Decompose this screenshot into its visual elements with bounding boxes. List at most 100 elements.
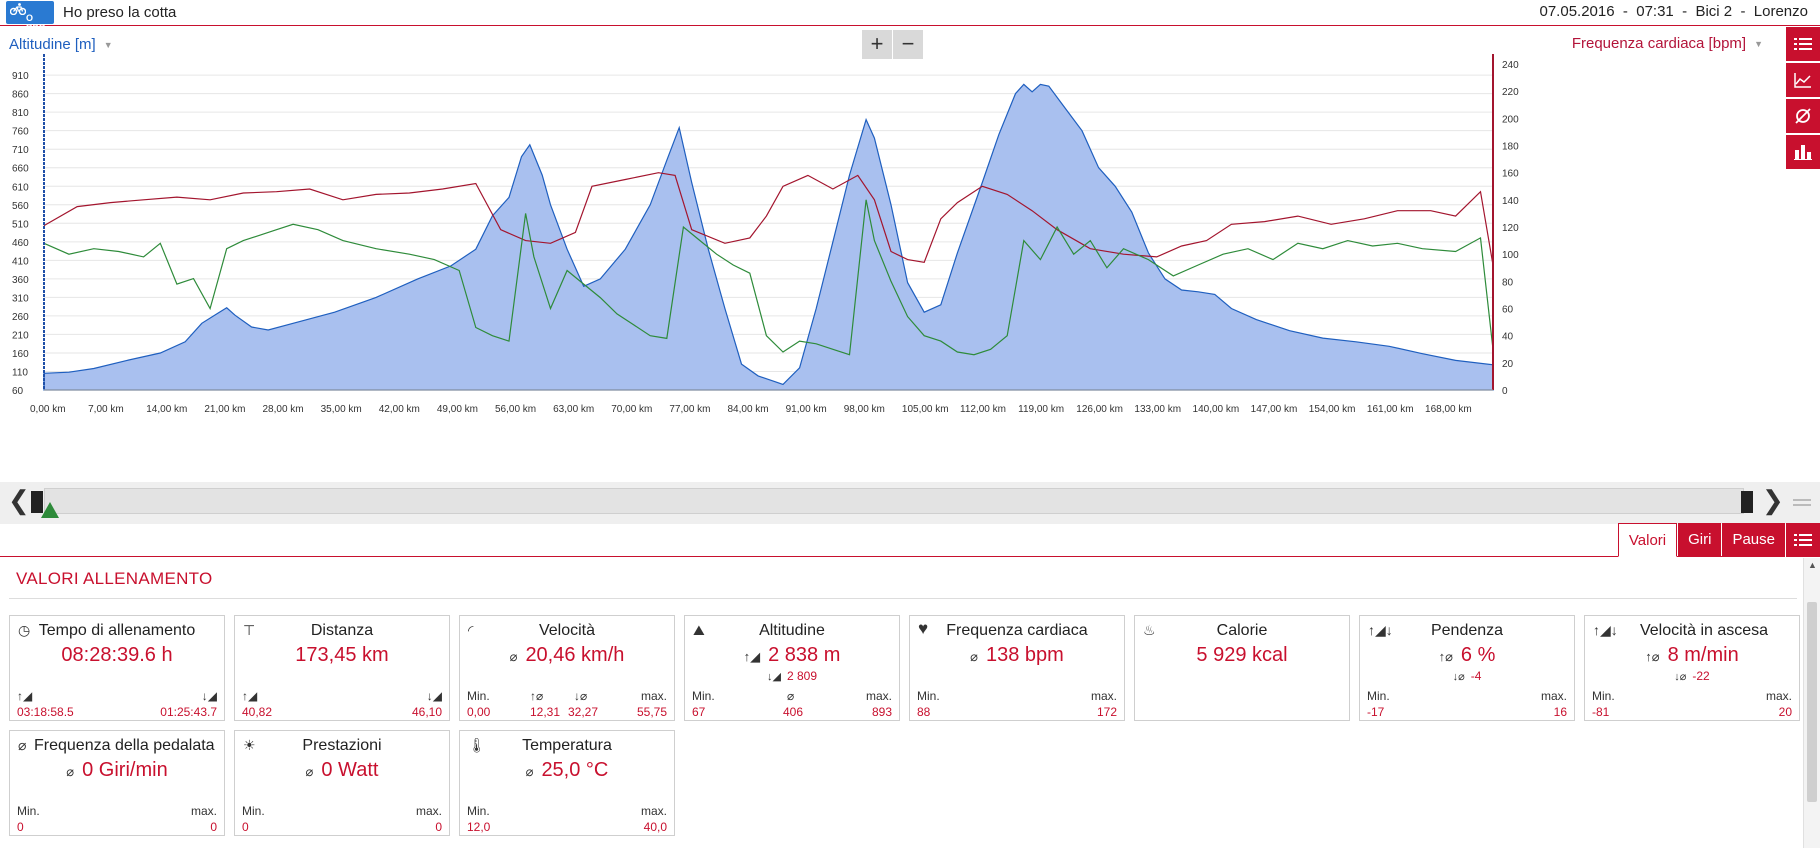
x-axis-tick-label: 147,00 km — [1251, 404, 1298, 415]
downhill-avg-vertical-speed: -22 — [1692, 669, 1710, 683]
card-sub-value: ↓⌀ -22 — [1585, 669, 1799, 683]
average-button[interactable] — [1786, 99, 1820, 134]
speed-series — [43, 199, 1494, 356]
left-axis-selector[interactable]: Altitudine [m] ▼ — [9, 36, 113, 53]
max-label: max. — [865, 689, 892, 703]
right-axis-tick-label: 60 — [1502, 305, 1514, 316]
right-axis-tick-label: 20 — [1502, 359, 1514, 370]
x-axis-tick-label: 63,00 km — [553, 404, 594, 415]
x-axis-tick-label: 140,00 km — [1193, 404, 1240, 415]
range-end-handle[interactable] — [1741, 491, 1753, 513]
tabs-divider — [0, 556, 1785, 557]
average-power: 0 Watt — [321, 759, 379, 781]
heart-rate-series — [43, 172, 1494, 266]
card-velocita: ◜ Velocità ⌀ 20,46 km/h Min. ↑⌀ ↓⌀ max. 0… — [459, 615, 675, 721]
tab-list-button[interactable] — [1786, 523, 1820, 557]
x-axis-tick-label: 56,00 km — [495, 404, 536, 415]
downhill-avg-speed: 32,27 — [568, 705, 599, 719]
bar-chart-button[interactable] — [1786, 135, 1820, 170]
min-value: 0,00 — [467, 705, 491, 719]
card-main-value: 5 929 kcal — [1196, 644, 1288, 666]
right-axis-tick-label: 80 — [1502, 277, 1514, 288]
right-axis-tick-label: 200 — [1502, 114, 1519, 125]
chart-list-button[interactable] — [1786, 27, 1820, 62]
card-title: Frequenza cardiaca — [946, 622, 1088, 639]
total-descent: 2 809 — [786, 669, 817, 683]
line-chart-icon — [1794, 73, 1811, 88]
left-axis-tick-label: 460 — [12, 238, 29, 249]
card-distanza: ⊤ Distanza 173,45 km ↑◢ ↓◢ 40,82 46,10 — [234, 615, 450, 721]
max-label: max. — [640, 804, 667, 818]
range-slider: ❮ ❯ — [0, 482, 1820, 524]
bulb-icon: ☀ — [243, 737, 256, 753]
max-label: max. — [1765, 689, 1792, 703]
right-axis-tick-label: 160 — [1502, 169, 1519, 180]
x-axis-tick-label: 35,00 km — [321, 404, 362, 415]
max-label: max. — [415, 804, 442, 818]
uphill-time: 03:18:58.5 — [17, 705, 74, 719]
range-start-handle[interactable] — [31, 491, 43, 513]
card-main-value: ⌀ 25,0 °C — [460, 759, 674, 782]
left-axis-tick-label: 110 — [12, 367, 28, 378]
line-chart-button[interactable] — [1786, 63, 1820, 98]
left-axis-tick-label: 510 — [12, 219, 29, 230]
cyclist-icon — [10, 3, 26, 15]
max-value: 172 — [1096, 705, 1117, 719]
heart-rate-line — [43, 172, 1494, 266]
left-axis-tick-label: 810 — [12, 108, 29, 119]
scroll-thumb[interactable] — [1807, 602, 1817, 802]
slope-icon: ↑◢↓ — [1368, 622, 1393, 638]
range-start-marker[interactable] — [41, 502, 59, 518]
activity-chart[interactable]: 60 110 160 210 260 310 360 410 460 510 560 610 660 71… — [0, 27, 1785, 482]
min-label: Min. — [692, 689, 715, 703]
card-main-value: ↑⌀ 6 % — [1360, 644, 1574, 667]
zoom-out-button[interactable]: − — [893, 30, 923, 59]
bar-chart-icon — [1794, 145, 1812, 160]
min-label: Min. — [467, 804, 490, 818]
average-icon — [1795, 108, 1811, 124]
card-title: Altitudine — [759, 622, 825, 639]
logo-text: O RDB — [26, 13, 46, 33]
average-temperature: 25,0 °C — [541, 759, 609, 781]
x-axis-tick-label: 42,00 km — [379, 404, 420, 415]
min-value: -81 — [1592, 705, 1610, 719]
left-axis-tick-label: 260 — [12, 312, 29, 323]
scroll-up-icon[interactable]: ▲ — [1808, 560, 1817, 570]
left-axis-tick-label: 410 — [12, 256, 29, 267]
descent-icon: ↓◢ — [767, 671, 781, 683]
right-axis-label: Frequenza cardiaca [bpm] — [1571, 35, 1747, 52]
right-axis-selector[interactable]: Frequenza cardiaca [bpm] ▼ — [1572, 35, 1763, 52]
left-axis-tick-label: 360 — [12, 275, 29, 286]
left-axis-label: Altitudine [m] — [9, 36, 96, 53]
right-axis-tick-label: 220 — [1502, 87, 1519, 98]
app-logo[interactable]: O RDB — [6, 1, 54, 33]
heart-icon: ♥ — [918, 619, 929, 638]
range-menu-icon[interactable] — [1793, 499, 1811, 501]
range-prev-button[interactable]: ❮ — [8, 485, 30, 515]
left-axis-tick-label: 560 — [12, 201, 29, 212]
range-track[interactable] — [44, 488, 1744, 514]
min-label: Min. — [242, 804, 265, 818]
max-value: 16 — [1553, 705, 1567, 719]
card-title: Tempo di allenamento — [38, 622, 196, 639]
x-axis-tick-label: 0,00 km — [30, 404, 66, 415]
x-axis-tick-label: 98,00 km — [844, 404, 885, 415]
left-axis-tick-label: 210 — [12, 330, 29, 341]
x-axis-tick-label: 119,00 km — [1018, 404, 1064, 415]
x-axis-tick-label: 91,00 km — [786, 404, 827, 415]
vertical-speed-icon: ↑◢↓ — [1593, 622, 1618, 638]
downhill-avg-icon: ↓⌀ — [1452, 671, 1465, 683]
card-title: Velocità — [538, 622, 596, 639]
speed-line — [43, 199, 1494, 356]
tab-pause[interactable]: Pause — [1722, 523, 1785, 557]
range-next-button[interactable]: ❯ — [1762, 485, 1784, 515]
zoom-in-button[interactable]: + — [862, 30, 892, 59]
scrollbar[interactable]: ▲ — [1803, 558, 1820, 848]
zoom-controls: + − — [862, 30, 924, 59]
tab-giri[interactable]: Giri — [1678, 523, 1722, 557]
tab-valori[interactable]: Valori — [1617, 523, 1678, 557]
x-axis-tick-label: 28,00 km — [263, 404, 304, 415]
max-label: max. — [1090, 689, 1117, 703]
average-icon: ⌀ — [305, 764, 314, 779]
uphill-avg-grade: 6 % — [1460, 644, 1496, 666]
